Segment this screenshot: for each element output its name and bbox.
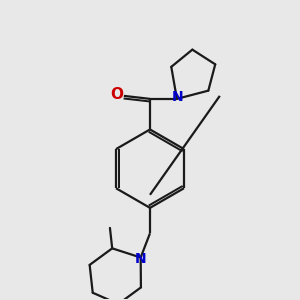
Text: N: N: [171, 90, 183, 104]
Text: N: N: [135, 252, 146, 266]
Text: O: O: [111, 87, 124, 102]
